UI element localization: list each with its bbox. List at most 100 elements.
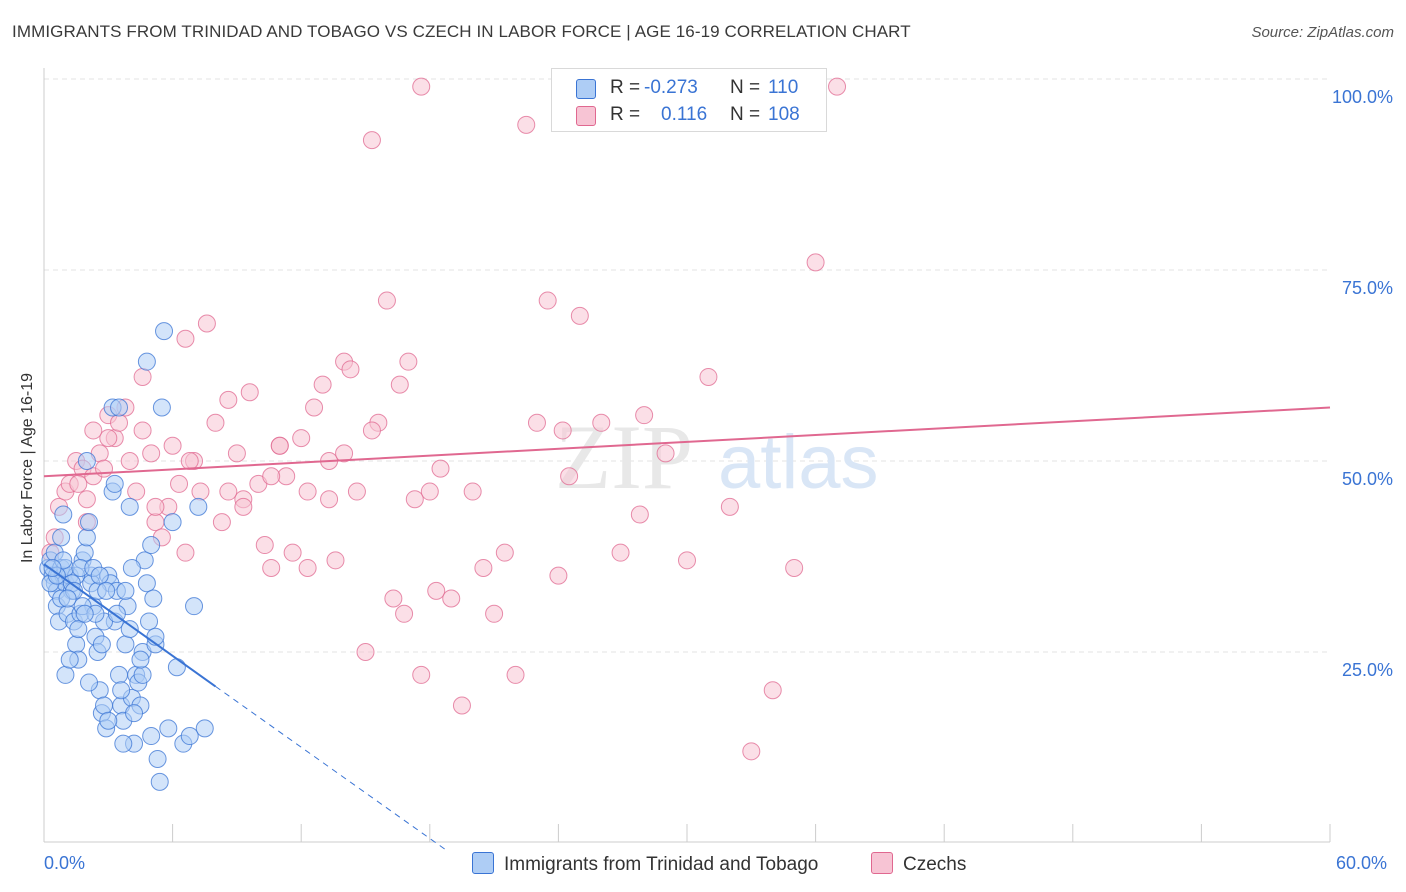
data-point	[97, 581, 116, 600]
data-point	[412, 77, 431, 96]
data-point	[474, 558, 493, 577]
data-point	[549, 566, 568, 585]
legend-n-value: 110	[768, 77, 799, 98]
bottom-legend-swatch-blue	[472, 852, 494, 874]
data-point	[170, 474, 189, 493]
data-point	[75, 604, 94, 623]
source-label: Source: ZipAtlas.com	[1251, 24, 1394, 41]
data-point	[137, 352, 156, 371]
legend-r-label: R =	[610, 104, 641, 125]
data-point	[77, 452, 96, 470]
data-point	[114, 734, 133, 753]
data-point	[313, 375, 332, 394]
y-tick-label: 25.0%	[1342, 660, 1393, 680]
data-point	[384, 589, 403, 608]
data-point	[185, 597, 204, 616]
data-point	[240, 383, 259, 402]
data-point	[390, 375, 409, 394]
legend-n-label: N =	[730, 77, 761, 98]
data-point	[180, 452, 199, 470]
data-point	[538, 291, 557, 310]
data-point	[120, 452, 139, 470]
data-point	[112, 681, 131, 700]
data-point	[95, 459, 114, 478]
data-point	[806, 253, 825, 272]
data-point	[485, 604, 504, 623]
trend-line-czechs	[43, 406, 1331, 478]
chart-title: IMMIGRANTS FROM TRINIDAD AND TOBAGO VS C…	[12, 22, 911, 41]
data-point	[176, 543, 195, 562]
data-point	[420, 482, 439, 501]
data-point	[678, 551, 696, 570]
data-point	[283, 543, 302, 562]
data-point	[527, 413, 546, 432]
trend-lines	[43, 406, 1331, 852]
data-point	[142, 444, 161, 463]
data-point	[110, 398, 129, 417]
data-point	[611, 543, 630, 562]
bottom-legend-label: Immigrants from Trinidad and Tobago	[504, 854, 819, 875]
data-point	[58, 589, 77, 608]
data-point	[362, 131, 381, 150]
data-point	[219, 390, 238, 409]
data-point	[395, 604, 414, 623]
bottom-legend-czechs: Czechs	[871, 852, 966, 876]
data-point	[495, 543, 514, 562]
data-point	[131, 650, 150, 669]
legend-n-label: N =	[730, 104, 761, 125]
legend-n-value: 108	[768, 104, 800, 125]
trend-line-trinidad	[43, 563, 217, 688]
data-point	[99, 711, 118, 730]
data-point	[120, 620, 139, 639]
data-point	[431, 459, 450, 478]
data-point	[167, 658, 186, 677]
data-point	[146, 513, 165, 532]
data-point	[560, 467, 579, 486]
data-point	[506, 665, 525, 684]
data-point	[592, 413, 611, 432]
data-point	[69, 620, 88, 639]
watermark-atlas: atlas	[718, 420, 879, 505]
data-point	[150, 772, 169, 791]
data-point	[656, 444, 675, 463]
data-point	[163, 436, 182, 455]
data-point	[452, 696, 471, 715]
legend-swatch-blue	[576, 79, 596, 99]
data-point	[785, 558, 804, 577]
data-point	[95, 696, 114, 715]
data-point	[270, 436, 289, 455]
data-point	[206, 413, 225, 432]
data-point	[69, 474, 88, 493]
data-point	[405, 490, 424, 509]
data-point	[52, 528, 71, 547]
data-point	[60, 650, 79, 669]
data-point	[142, 727, 161, 746]
y-tick-label: 50.0%	[1342, 469, 1393, 489]
data-point	[122, 558, 141, 577]
data-point	[159, 719, 178, 738]
data-point	[262, 558, 281, 577]
data-point	[84, 421, 103, 440]
x-tick-max: 60.0%	[1336, 853, 1388, 873]
data-point	[56, 665, 75, 684]
data-point	[763, 681, 782, 700]
bottom-legend-trinidad: Immigrants from Trinidad and Tobago	[472, 852, 818, 876]
data-point	[699, 367, 718, 386]
data-point	[163, 513, 182, 532]
data-point	[75, 543, 94, 562]
data-point	[227, 444, 246, 463]
data-point	[90, 566, 109, 585]
data-point	[262, 467, 281, 486]
data-point	[144, 589, 163, 608]
data-point	[234, 497, 253, 516]
y-tick-labels: 25.0% 50.0% 75.0% 100.0%	[1332, 87, 1393, 680]
data-point	[335, 444, 354, 463]
data-point	[120, 497, 139, 516]
bottom-legend-label: Czechs	[903, 854, 967, 875]
data-point	[80, 673, 99, 692]
data-point	[635, 406, 654, 425]
data-point	[212, 513, 231, 532]
data-point	[146, 497, 165, 516]
data-point	[630, 505, 649, 524]
data-point	[341, 360, 360, 379]
